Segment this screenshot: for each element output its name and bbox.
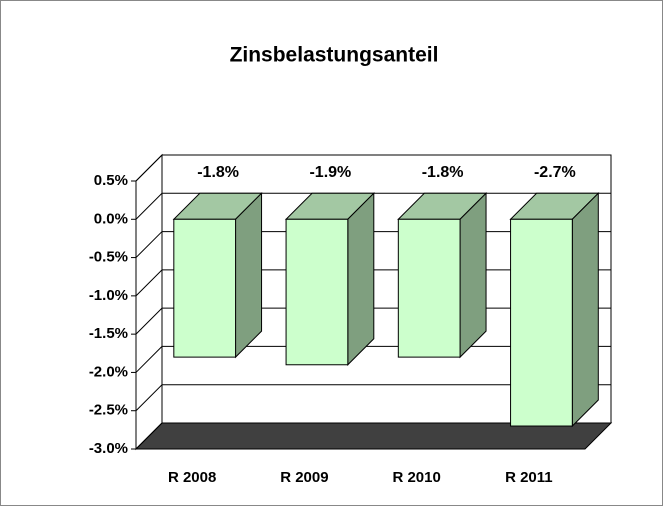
bar-side <box>571 192 599 428</box>
y-tick-label: 0.0% <box>94 210 128 227</box>
side-wall <box>135 153 163 451</box>
data-label: -2.7% <box>534 164 576 181</box>
grid-line <box>135 384 611 412</box>
chart-title: Zinsbelastungsanteil <box>230 44 439 67</box>
x-tick-label: R 2010 <box>392 469 440 486</box>
y-tick-label: -1.0% <box>89 287 128 304</box>
data-label: -1.9% <box>309 164 351 181</box>
bar <box>173 218 237 358</box>
y-tick-label: 0.5% <box>94 172 128 189</box>
bar <box>397 218 461 358</box>
grid-line <box>135 154 611 182</box>
floor <box>134 422 613 450</box>
y-tick-label: -3.0% <box>89 440 128 457</box>
data-label: -1.8% <box>422 164 464 181</box>
bar-side <box>459 192 487 359</box>
bar <box>510 218 573 427</box>
y-tick-label: -1.5% <box>89 325 128 342</box>
y-tick-label: -0.5% <box>89 249 128 266</box>
y-tick-label: -2.0% <box>89 363 128 380</box>
bar <box>285 218 349 366</box>
grid-line <box>135 422 611 450</box>
x-tick-label: R 2008 <box>168 469 216 486</box>
x-tick-label: R 2009 <box>280 469 328 486</box>
bar-side <box>235 192 263 359</box>
data-label: -1.8% <box>197 164 239 181</box>
y-tick-label: -2.5% <box>89 402 128 419</box>
bar-side <box>347 192 375 366</box>
x-tick-label: R 2011 <box>505 469 553 486</box>
